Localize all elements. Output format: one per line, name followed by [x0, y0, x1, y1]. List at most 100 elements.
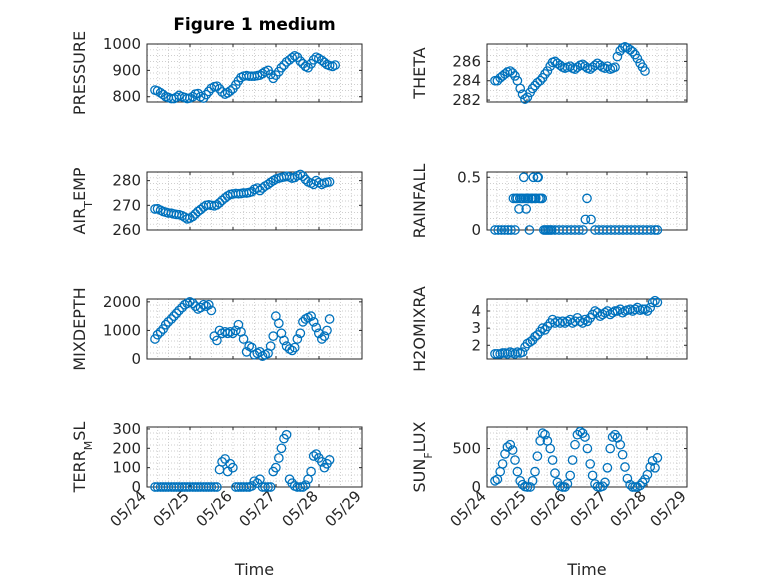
data-point — [517, 347, 528, 357]
y-tick-label: 1000 — [103, 321, 141, 339]
data-point — [311, 322, 322, 333]
data-point — [640, 474, 650, 485]
data-point — [565, 61, 576, 72]
data-point — [635, 480, 646, 491]
x-tick-label: 05/29 — [322, 487, 365, 530]
data-point — [622, 473, 633, 484]
data-point — [525, 482, 536, 492]
data-point — [575, 426, 586, 437]
data-point — [268, 175, 279, 186]
data-point — [514, 204, 524, 214]
data-point — [607, 432, 618, 442]
y-tick-label: 284 — [452, 72, 481, 90]
data-point — [610, 429, 620, 440]
data-point — [527, 475, 538, 486]
data-point — [158, 89, 169, 100]
axes-box — [486, 43, 688, 103]
x-tick-label: 05/24 — [447, 487, 490, 530]
data-point — [166, 482, 177, 492]
data-point — [520, 94, 530, 104]
y-tick-label: 280 — [112, 172, 141, 190]
data-point — [292, 334, 303, 344]
data-point — [537, 323, 548, 333]
data-point — [647, 455, 658, 466]
data-point — [270, 70, 281, 80]
data-point — [567, 455, 578, 465]
data-point — [212, 81, 222, 92]
y-tick-label: 3 — [471, 319, 481, 337]
data-point — [225, 86, 236, 96]
data-point — [555, 60, 566, 71]
data-point — [578, 225, 588, 235]
data-point — [492, 75, 503, 86]
axes-box — [486, 298, 688, 360]
data-point — [174, 305, 184, 316]
panel-rainfall: 0 0.5 RAINFALL — [410, 164, 688, 239]
y-axis-label: PRESSURE — [70, 31, 89, 115]
data-point — [319, 57, 330, 68]
data-point — [230, 482, 241, 492]
y-tick-label: 300 — [112, 420, 141, 438]
data-point — [220, 193, 230, 203]
y-tick-label: 1000 — [103, 35, 141, 53]
data-point — [493, 225, 504, 235]
data-point — [206, 305, 217, 316]
y-axis-label: RAINFALL — [410, 164, 429, 239]
data-point — [652, 297, 663, 308]
data-point — [324, 177, 335, 187]
y-axis-label: MIXDEPTH — [70, 287, 89, 370]
series-markers — [150, 169, 335, 224]
data-point — [289, 342, 300, 353]
x-tick-label: 05/25 — [487, 487, 530, 530]
data-point — [298, 171, 308, 182]
figure-title: Figure 1 medium — [173, 15, 335, 35]
data-point — [268, 331, 279, 341]
data-point — [570, 439, 580, 450]
y-tick-label: 260 — [112, 221, 141, 239]
data-point — [562, 316, 573, 327]
data-point — [522, 482, 533, 492]
data-point — [632, 53, 643, 64]
data-point — [580, 61, 590, 72]
y-tick-label: 0 — [131, 478, 141, 496]
data-point — [545, 443, 556, 454]
y-axis-label: AIRTEMP — [70, 167, 95, 234]
data-point — [195, 302, 206, 313]
data-point — [650, 462, 660, 473]
data-point — [273, 318, 284, 329]
data-point — [276, 62, 287, 73]
data-point — [203, 299, 214, 310]
series-markers — [490, 426, 663, 492]
data-point — [273, 453, 284, 463]
data-point — [617, 449, 628, 460]
data-point — [295, 56, 306, 66]
data-point — [324, 455, 335, 465]
data-point — [510, 225, 520, 235]
data-point — [203, 86, 214, 97]
data-point — [265, 177, 276, 188]
data-point — [550, 468, 560, 479]
data-point — [500, 69, 510, 79]
data-point — [496, 225, 507, 235]
data-point — [500, 449, 510, 459]
panel-air-temp: 260 270 280 AIRTEMP — [70, 167, 363, 239]
data-point — [260, 482, 270, 492]
data-point — [265, 482, 276, 492]
x-tick-label: 05/27 — [567, 487, 610, 530]
y-axis-label: H2OMIXRA — [410, 286, 429, 372]
data-point — [279, 60, 289, 70]
data-point — [560, 318, 570, 328]
data-point — [166, 314, 177, 324]
series-markers — [490, 42, 650, 104]
data-point — [530, 331, 540, 342]
data-point — [492, 349, 503, 359]
series-markers — [490, 172, 663, 235]
y-tick-label: 270 — [112, 196, 141, 214]
series-markers — [150, 51, 341, 104]
data-point — [298, 482, 308, 492]
data-point — [187, 298, 198, 309]
data-point — [238, 334, 249, 344]
y-tick-label: 0 — [131, 350, 141, 368]
